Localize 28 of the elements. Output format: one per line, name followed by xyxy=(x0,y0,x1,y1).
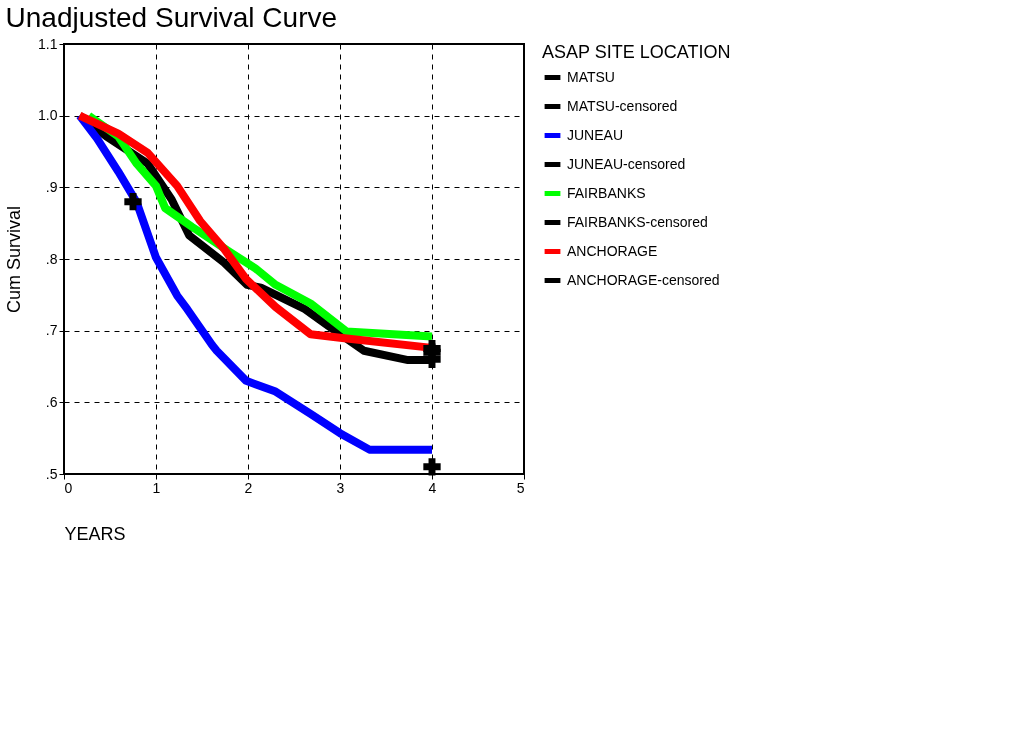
legend-label: FAIRBANKS xyxy=(567,184,646,201)
legend-label: MATSU xyxy=(567,68,615,85)
y-tick-label: .9 xyxy=(45,178,58,195)
x-tick-label: 3 xyxy=(336,479,345,496)
y-tick-label: 1.0 xyxy=(38,107,58,124)
legend-label: JUNEAU-censored xyxy=(567,155,686,172)
x-tick-label: 0 xyxy=(64,479,73,496)
y-tick-label: .8 xyxy=(45,250,58,267)
legend-label: MATSU-censored xyxy=(567,97,678,114)
x-axis-title: YEARS xyxy=(64,523,126,544)
y-axis-title: Cum Survival xyxy=(4,205,25,314)
chart-title: Unadjusted Survival Curve xyxy=(5,2,338,33)
x-tick-label: 1 xyxy=(152,479,161,496)
y-tick-label: .6 xyxy=(45,393,58,410)
legend-label: FAIRBANKS-censored xyxy=(567,213,708,230)
legend-label: ANCHORAGE-censored xyxy=(567,271,720,288)
legend-label: ANCHORAGE xyxy=(567,242,658,259)
point xyxy=(423,458,441,476)
legend-label: JUNEAU xyxy=(567,126,624,143)
x-tick-label: 4 xyxy=(428,479,437,496)
point xyxy=(423,339,441,358)
point xyxy=(124,193,142,211)
legend-title: ASAP SITE LOCATION xyxy=(542,42,731,62)
y-tick-label: .7 xyxy=(45,322,58,339)
y-tick-label: 1.1 xyxy=(38,35,58,52)
x-tick-label: 2 xyxy=(244,479,253,496)
x-tick-label: 5 xyxy=(516,479,525,496)
y-tick-label: .5 xyxy=(45,465,58,482)
